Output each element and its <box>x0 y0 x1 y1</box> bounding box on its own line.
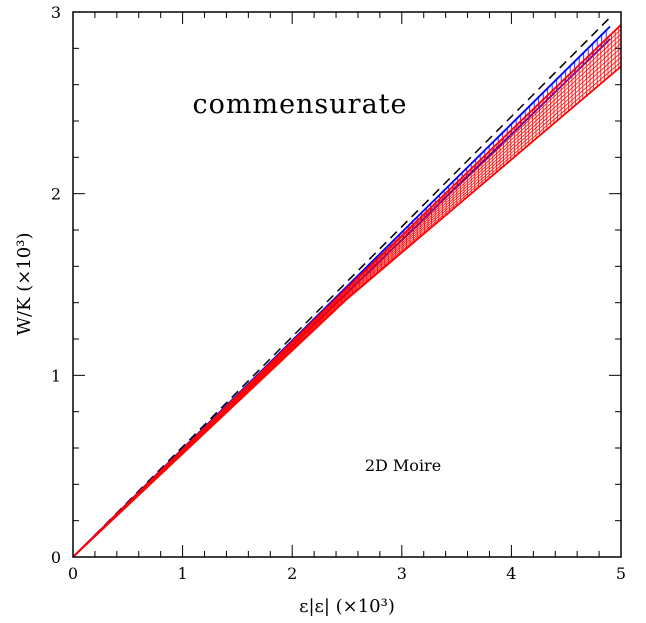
x-tick-label: 0 <box>68 564 78 583</box>
ticks-layer <box>72 11 622 558</box>
y-tick-label: 2 <box>51 185 61 204</box>
series-2-band-lower-edge <box>73 65 621 557</box>
x-axis-label: ε|ε| (×10³) <box>299 596 395 617</box>
annotation-commensurate: commensurate <box>192 89 407 120</box>
x-tick-label: 1 <box>178 564 188 583</box>
plot-frame <box>72 11 622 558</box>
tick-labels-layer: 0 1 2 3 4 5 0 1 2 3 <box>51 3 626 583</box>
y-tick-label: 0 <box>51 548 61 567</box>
series-2-band-upper-edge <box>73 24 621 557</box>
y-axis-label: W/K (×10³) <box>14 233 35 336</box>
y-tick-label: 3 <box>51 3 61 22</box>
y-tick-label: 1 <box>51 366 61 385</box>
x-tick-label: 5 <box>616 564 626 583</box>
series-2-band <box>73 24 621 557</box>
x-tick-label: 2 <box>287 564 297 583</box>
x-tick-label: 3 <box>397 564 407 583</box>
x-tick-label: 4 <box>506 564 516 583</box>
series-0-dashed-line <box>73 16 611 557</box>
frame-layer <box>72 11 622 558</box>
series-layer <box>73 16 621 557</box>
annotation-2d-moire: 2D Moire <box>365 456 441 475</box>
